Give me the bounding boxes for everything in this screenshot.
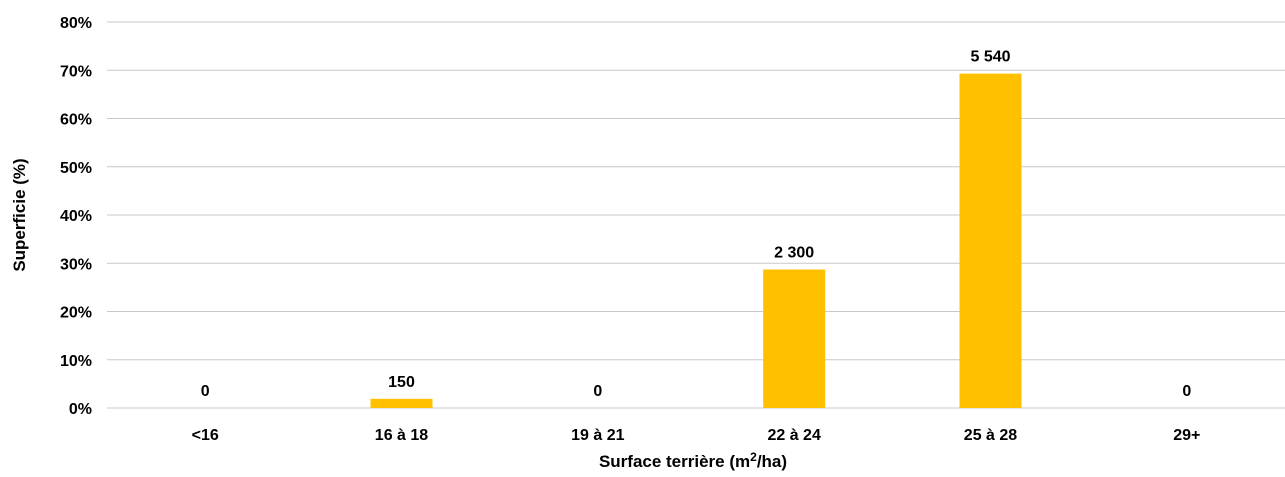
bar xyxy=(763,269,826,408)
y-tick-label: 0% xyxy=(69,401,92,418)
data-label: 0 xyxy=(593,383,602,400)
y-tick-label: 10% xyxy=(60,353,92,370)
data-label: 5 540 xyxy=(970,49,1010,66)
x-tick-label: 19 à 21 xyxy=(571,427,624,444)
x-axis-title-main: Surface terrière (m xyxy=(599,452,750,471)
x-axis-ticks: <16 16 à 18 19 à 21 22 à 24 25 à 28 29+ xyxy=(192,427,1201,444)
gridlines xyxy=(107,21,1285,409)
data-label: 0 xyxy=(201,383,210,400)
y-axis-ticks: 0% 10% 20% 30% 40% 50% 60% 70% 80% xyxy=(60,15,92,418)
y-tick-label: 60% xyxy=(60,112,92,129)
data-labels: 0 150 0 2 300 5 540 0 xyxy=(201,49,1192,400)
x-axis-title-end: /ha) xyxy=(757,452,787,471)
x-tick-label: 22 à 24 xyxy=(767,427,820,444)
bar xyxy=(959,73,1022,408)
y-tick-label: 40% xyxy=(60,208,92,225)
y-tick-label: 50% xyxy=(60,160,92,177)
data-label: 0 xyxy=(1182,383,1191,400)
x-axis-title-superscript: 2 xyxy=(750,450,757,464)
data-label: 2 300 xyxy=(774,245,814,262)
y-axis-title: Superficie (%) xyxy=(10,158,29,271)
data-label: 150 xyxy=(388,374,415,391)
x-tick-label: 29+ xyxy=(1173,427,1200,444)
y-tick-label: 70% xyxy=(60,63,92,80)
x-tick-label: <16 xyxy=(192,427,219,444)
x-tick-label: 16 à 18 xyxy=(375,427,428,444)
bars xyxy=(370,73,1022,408)
y-tick-label: 30% xyxy=(60,256,92,273)
y-tick-label: 20% xyxy=(60,305,92,322)
x-tick-label: 25 à 28 xyxy=(964,427,1017,444)
y-tick-label: 80% xyxy=(60,15,92,32)
x-axis-title: Surface terrière (m2/ha) xyxy=(599,450,787,471)
bar xyxy=(370,398,433,408)
